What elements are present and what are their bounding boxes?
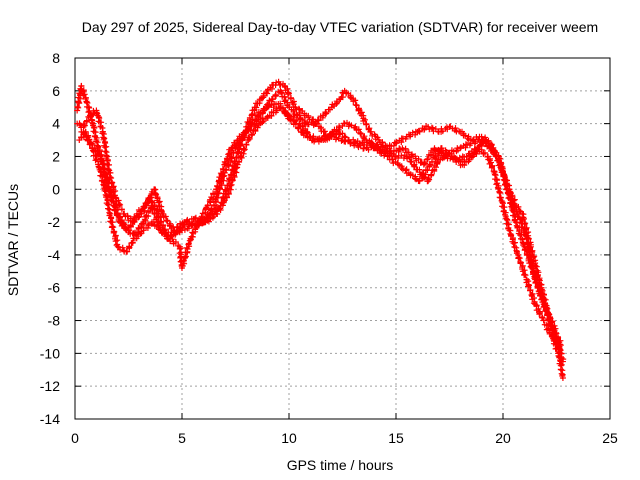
axis-ticks: 0 5 10 15 20 25 -14 -12 -10 -8 -6 -4 -2 0 2 4 6 8 bbox=[40, 50, 618, 446]
y-tick-label: -2 bbox=[48, 214, 61, 230]
x-tick-label: 25 bbox=[602, 430, 618, 446]
data-points bbox=[74, 78, 567, 381]
y-tick-label: 8 bbox=[52, 50, 60, 66]
x-axis-title: GPS time / hours bbox=[287, 457, 394, 473]
y-tick-label: -8 bbox=[48, 313, 61, 329]
y-tick-label: -10 bbox=[40, 345, 60, 361]
x-tick-label: 15 bbox=[388, 430, 404, 446]
x-tick-label: 20 bbox=[495, 430, 511, 446]
x-tick-label: 10 bbox=[281, 430, 297, 446]
y-axis-title: SDTVAR / TECUs bbox=[5, 184, 21, 296]
y-tick-label: -14 bbox=[40, 411, 60, 427]
y-tick-label: -12 bbox=[40, 378, 60, 394]
y-tick-label: 2 bbox=[52, 148, 60, 164]
series-track-4 bbox=[78, 104, 564, 357]
series-trace bbox=[80, 105, 564, 355]
x-tick-label: 0 bbox=[71, 430, 79, 446]
y-tick-label: 4 bbox=[52, 116, 60, 132]
x-tick-label: 5 bbox=[178, 430, 186, 446]
series-track-2 bbox=[74, 100, 567, 365]
chart-title: Day 297 of 2025, Sidereal Day-to-day VTE… bbox=[82, 19, 598, 35]
y-tick-label: 6 bbox=[52, 83, 60, 99]
y-tick-label: 0 bbox=[52, 181, 60, 197]
y-tick-label: -6 bbox=[48, 280, 61, 296]
y-tick-label: -4 bbox=[48, 247, 61, 263]
plot-frame bbox=[74, 57, 611, 420]
data-point bbox=[116, 219, 123, 226]
